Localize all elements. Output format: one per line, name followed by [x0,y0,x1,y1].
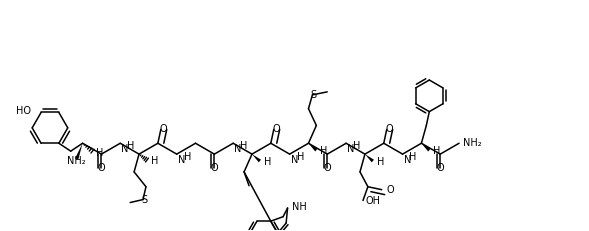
Text: H: H [296,152,304,162]
Text: H: H [97,148,104,158]
Text: H: H [409,152,417,162]
Text: H: H [127,141,134,151]
Text: OH: OH [366,197,381,207]
Text: H: H [434,146,441,156]
Text: H: H [264,157,271,167]
Text: N: N [290,155,298,165]
Text: N: N [178,155,185,165]
Text: O: O [436,163,444,173]
Text: O: O [160,125,168,134]
Text: H: H [184,152,191,162]
Text: H: H [151,156,158,166]
Text: N: N [121,144,128,154]
Text: H: H [377,157,384,167]
Text: H: H [353,141,360,151]
Polygon shape [75,143,82,160]
Text: O: O [273,125,280,134]
Text: N: N [347,144,355,154]
Text: N: N [403,155,411,165]
Text: O: O [323,163,331,173]
Text: H: H [320,146,327,156]
Text: S: S [141,195,147,204]
Text: H: H [240,141,247,151]
Polygon shape [421,143,431,152]
Polygon shape [309,143,317,152]
Text: HO: HO [16,106,31,116]
Text: NH₂: NH₂ [67,156,86,166]
Text: O: O [386,185,394,195]
Polygon shape [365,154,374,162]
Text: NH: NH [292,202,306,212]
Text: N: N [234,144,241,154]
Text: O: O [98,163,105,173]
Text: NH₂: NH₂ [463,138,482,148]
Text: S: S [310,90,316,100]
Polygon shape [252,154,261,162]
Text: O: O [210,163,218,173]
Text: O: O [386,125,393,134]
